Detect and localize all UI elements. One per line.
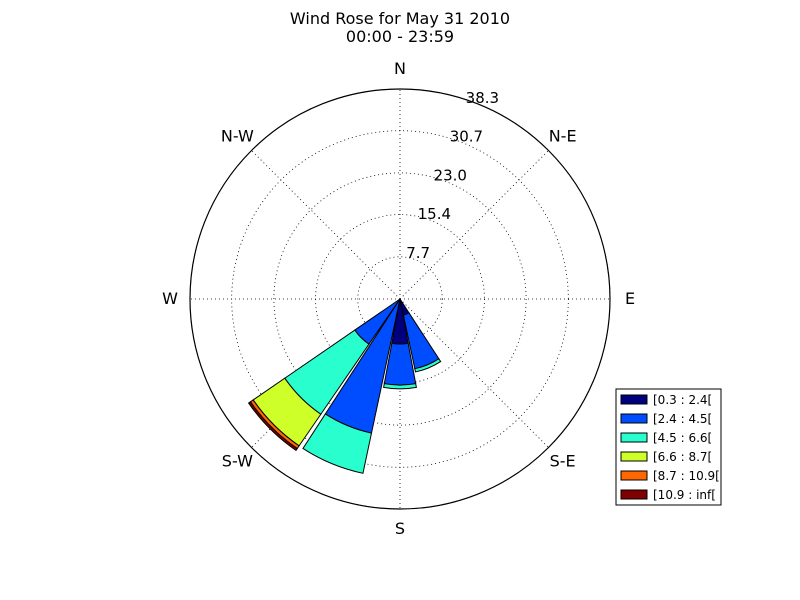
radial-tick-label-0: 7.7 [406, 244, 430, 262]
legend-swatch-2 [620, 432, 648, 443]
legend-swatch-5 [620, 489, 648, 500]
legend-swatch-1 [620, 413, 648, 424]
chart-title: Wind Rose for May 31 2010 [290, 9, 510, 28]
grid-spoke-7 [251, 150, 401, 300]
chart-subtitle: 00:00 - 23:59 [346, 27, 454, 46]
wind-sectors [247, 298, 442, 474]
legend-label-1: [2.4 : 4.5[ [653, 412, 712, 426]
grid-spoke-3 [399, 298, 549, 448]
direction-label-n-e: N-E [549, 126, 577, 145]
legend-swatch-0 [620, 394, 648, 405]
radial-tick-label-1: 15.4 [418, 205, 451, 223]
legend-label-4: [8.7 : 10.9[ [653, 469, 720, 483]
radial-tick-label-2: 23.0 [434, 166, 467, 184]
direction-label-s-e: S-E [550, 452, 576, 471]
direction-label-e: E [625, 289, 635, 308]
direction-label-s: S [395, 519, 405, 538]
legend-label-3: [6.6 : 8.7[ [653, 450, 712, 464]
radial-tick-label-4: 38.3 [466, 89, 499, 107]
legend-swatch-3 [620, 451, 648, 462]
direction-label-n-w: N-W [221, 126, 254, 145]
direction-label-n: N [394, 59, 406, 78]
direction-labels: N N-E E S-E S S-W W N-W [162, 59, 635, 538]
legend-frame [615, 388, 722, 506]
legend-label-5: [10.9 : inf[ [653, 488, 716, 502]
grid-circle-0 [357, 256, 443, 342]
grid-spoke-1 [399, 150, 549, 300]
sector-0-bin-2 [414, 358, 442, 373]
sector-2-bin-2 [302, 413, 373, 474]
polar-frame [189, 88, 611, 510]
sector-1-bin-2 [383, 383, 417, 390]
direction-label-w: W [162, 289, 178, 308]
legend-swatch-4 [620, 470, 648, 481]
radial-tick-label-3: 30.7 [450, 127, 483, 145]
radial-tick-labels: 7.7 15.4 23.0 30.7 38.3 [406, 89, 499, 262]
legend-label-2: [4.5 : 6.6[ [653, 431, 712, 445]
direction-label-s-w: S-W [222, 452, 253, 471]
legend-label-0: [0.3 : 2.4[ [653, 393, 712, 407]
legend: [0.3 : 2.4[ [2.4 : 4.5[ [4.5 : 6.6[ [6.6 : … [615, 388, 722, 506]
sector-3-bin-5 [247, 401, 298, 452]
grid-circle-2 [273, 172, 527, 426]
